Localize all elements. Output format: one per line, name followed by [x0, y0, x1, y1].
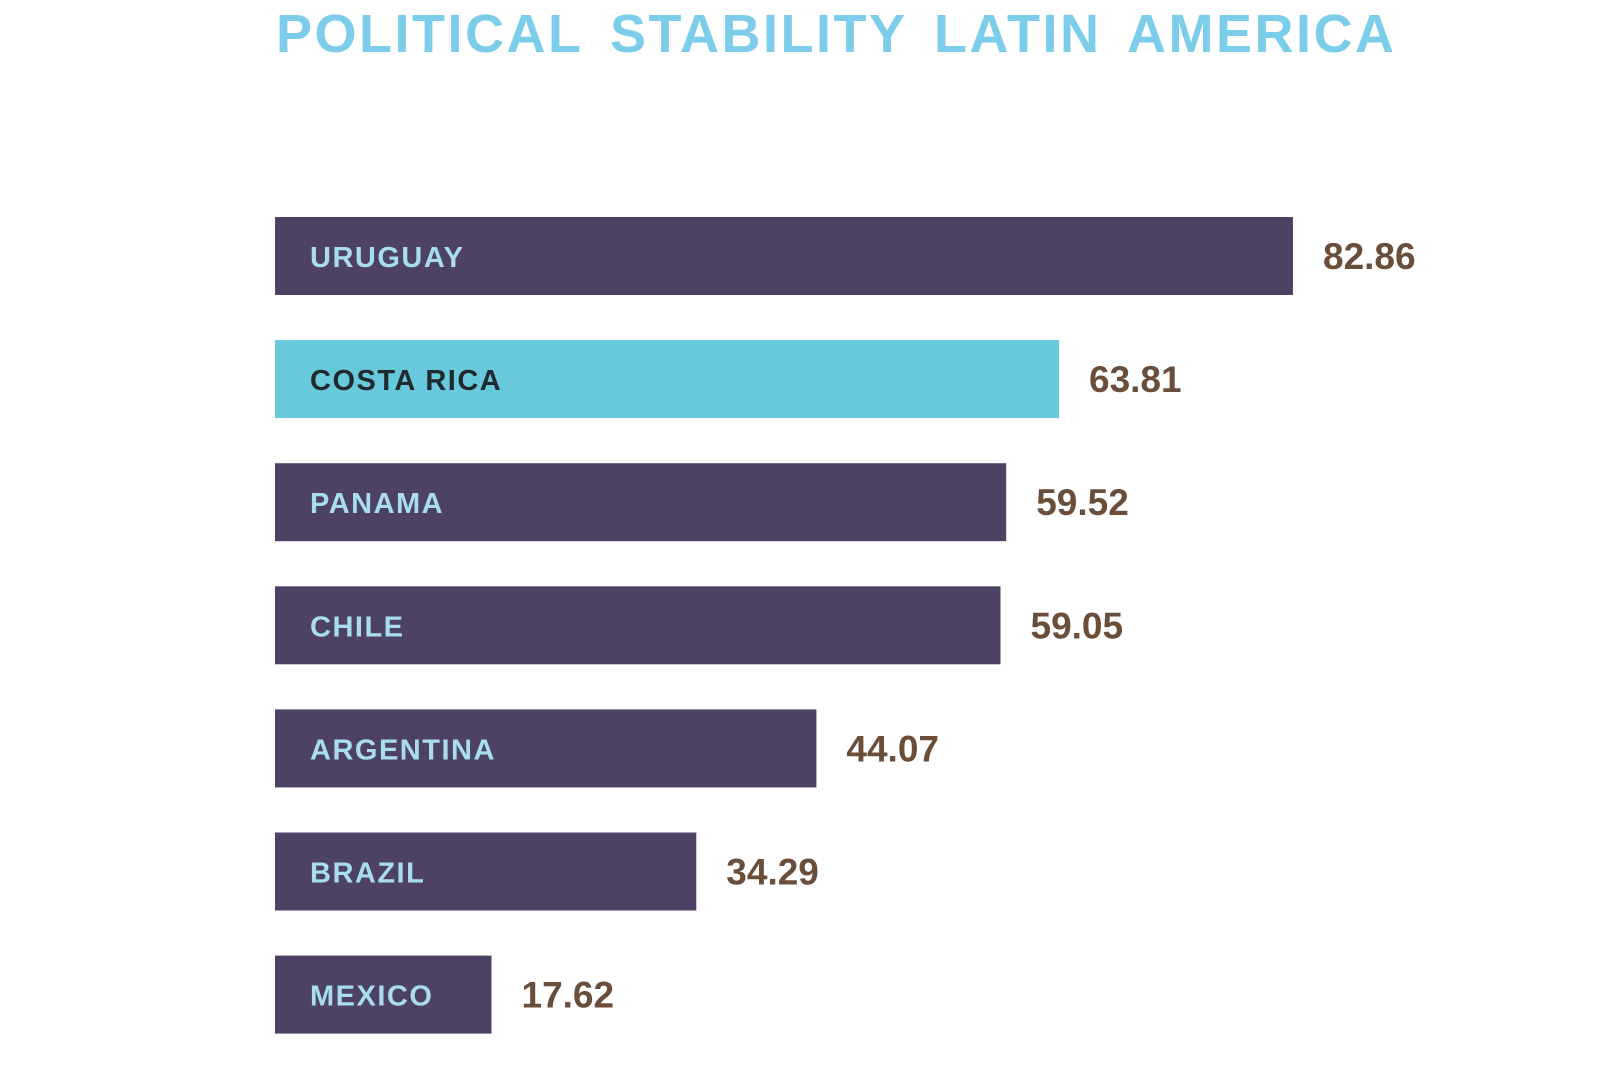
bar-label-costa-rica: COSTA RICA: [310, 365, 502, 397]
value-label-panama: 59.52: [1036, 482, 1129, 523]
value-label-costa-rica: 63.81: [1089, 359, 1182, 400]
value-label-argentina: 44.07: [846, 728, 939, 769]
value-label-mexico: 17.62: [522, 975, 615, 1016]
bar-label-brazil: BRAZIL: [310, 858, 425, 890]
bar-label-argentina: ARGENTINA: [310, 734, 496, 766]
bar-label-mexico: MEXICO: [310, 981, 433, 1013]
bar-label-chile: CHILE: [310, 611, 405, 643]
bar-label-uruguay: URUGUAY: [310, 242, 464, 274]
value-label-chile: 59.05: [1031, 605, 1124, 646]
bar-label-panama: PANAMA: [310, 488, 444, 520]
value-label-brazil: 34.29: [726, 852, 819, 893]
value-label-uruguay: 82.86: [1323, 236, 1416, 277]
